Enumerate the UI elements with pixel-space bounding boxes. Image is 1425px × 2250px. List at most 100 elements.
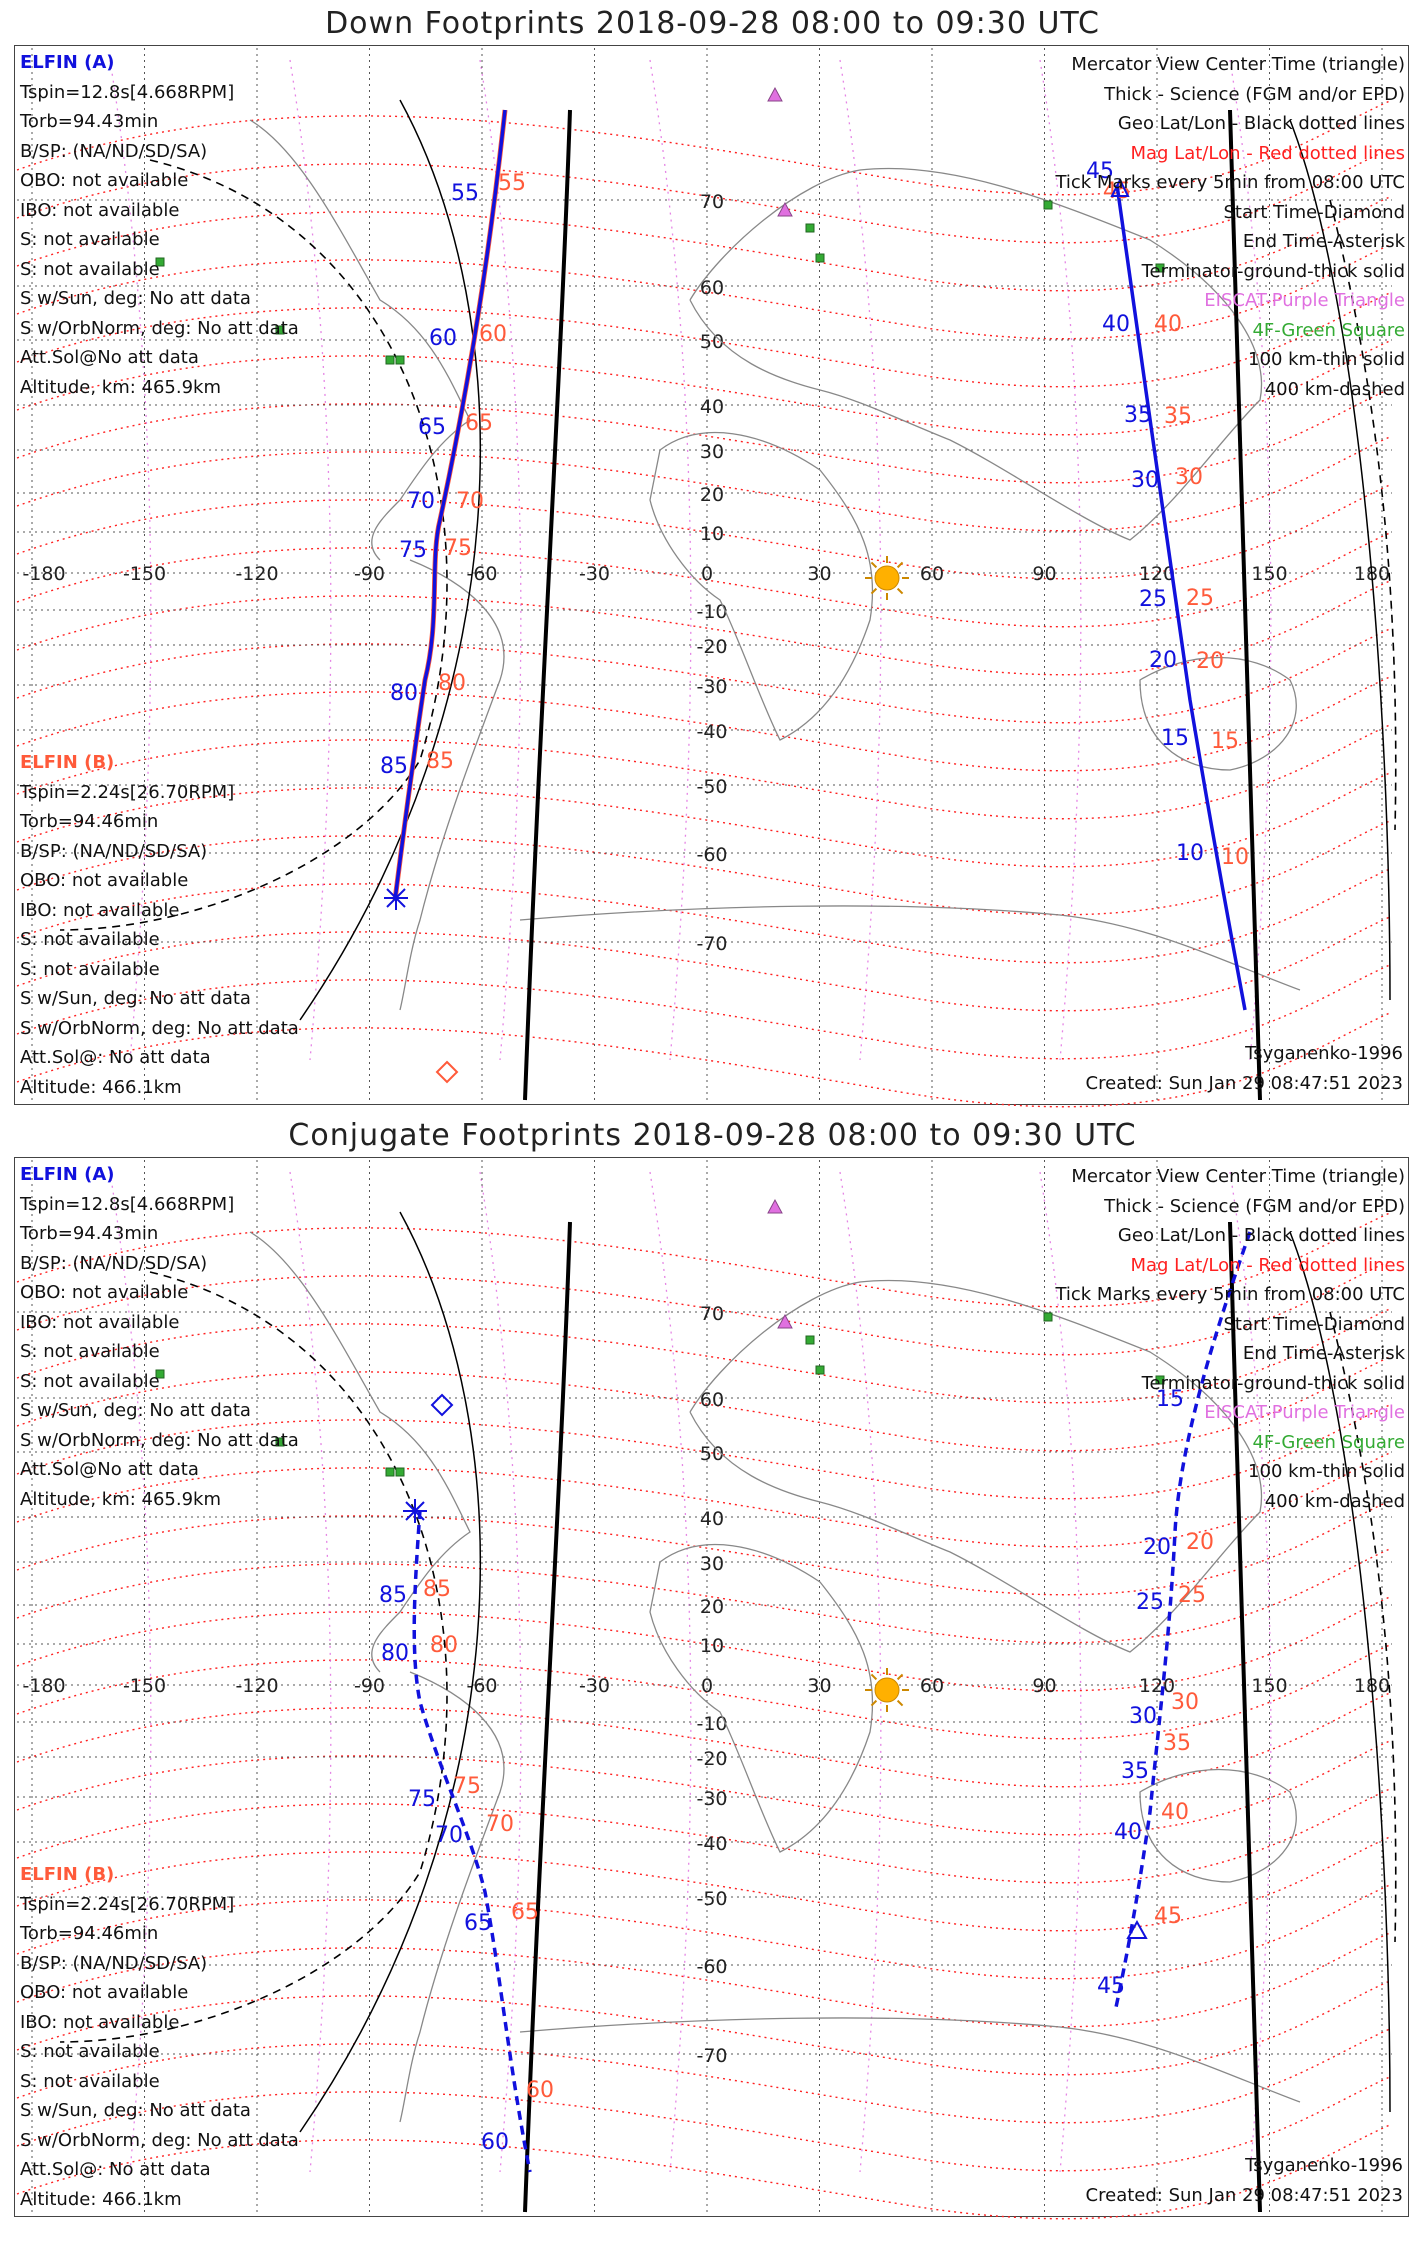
conj-map-layer: -180 -150 -120 -90 -60 -30 0 30 60 90 120 150 180706… — [16, 1160, 1397, 2220]
station-square-icon — [805, 1335, 815, 1345]
down-terminator-line — [523, 109, 572, 1101]
conj-coastline — [689, 1279, 1263, 1653]
down-coastline — [399, 559, 505, 1011]
asterisk-stroke — [386, 888, 406, 908]
conj-terminator-line — [1228, 1221, 1262, 2213]
elfin-a-tick-label: 70 — [407, 489, 435, 514]
conj-elfin-b-info-block: ELFIN (B) Tspin=2.24s[26.70RPM] Torb=94.… — [20, 1860, 299, 2214]
conj-legend-400km: 400 km-dashed — [1264, 1490, 1405, 1512]
down-lat-tick-label: -30 — [696, 676, 727, 698]
conj-elfin-a-tick-label: 30 — [1129, 1704, 1157, 1729]
down-lon-tick-label: 30 — [807, 563, 831, 585]
down-lat-tick-label: 40 — [700, 396, 724, 418]
down-lat-tick-label: -40 — [696, 721, 727, 743]
conj-lon-tick-label: 90 — [1032, 1675, 1056, 1697]
down-lat-tick-label: 70 — [700, 191, 724, 213]
conj-map-frame — [14, 1157, 1409, 2217]
conj-lat-tick-label: -60 — [696, 1956, 727, 1978]
conj-legend-start-time: Start Time-Diamond — [1223, 1313, 1405, 1335]
station-square-icon — [385, 355, 395, 365]
legend-thick-science: Thick - Science (FGM and/or EPD) — [1104, 83, 1405, 105]
down-footer-created: Created: Sun Jan 29 08:47:51 2023 — [1085, 1073, 1403, 1094]
start-diamond-icon — [435, 1060, 459, 1084]
elfin-a-torb: Torb=94.43min — [20, 111, 159, 132]
sun-icon — [865, 556, 909, 600]
conj-mag-lon-line — [649, 1171, 692, 2173]
conj-geo-grid — [17, 1160, 1392, 2214]
down-lon-tick-label: 90 — [1032, 563, 1056, 585]
station-square-icon — [385, 1467, 395, 1477]
station-square-icon — [1043, 1312, 1053, 1322]
conj-elfin-a-ibo: IBO: not available — [20, 1311, 180, 1333]
elfin-a-tick-label: 85 — [380, 754, 408, 779]
down-lon-tick-label: -30 — [579, 563, 610, 585]
conj-lon-tick-label: -180 — [22, 1675, 65, 1697]
conj-legend-terminator: Terminator-ground-thick solid — [1141, 1372, 1405, 1394]
elfin-b-sorb: S w/OrbNorm, deg: No att data — [20, 1017, 299, 1039]
conj-lon-tick-label: -150 — [123, 1675, 166, 1697]
elfin-b-tick-label: 40 — [1154, 312, 1182, 337]
elfin-a-s2: S: not available — [20, 258, 160, 280]
station-square-icon — [1043, 200, 1053, 210]
conj-elfin-a-ssun: S w/Sun, deg: No att data — [20, 1400, 251, 1421]
station-square-icon — [275, 325, 285, 335]
elfin-b-tick-label: 35 — [1164, 404, 1192, 429]
down-map-canvas: -180 -150 -120 -90 -60 -30 0 30 60 90 120 150 180706… — [16, 48, 1397, 1108]
conj-elfin-a-info-block: ELFIN (A) Tspin=12.8s[4.668RPM] Torb=94.… — [20, 1160, 299, 1514]
legend-mag-grid: Mag Lat/Lon - Red dotted lines — [1130, 142, 1405, 164]
conj-lon-tick-label: 0 — [701, 1675, 713, 1697]
sun-disc — [874, 565, 900, 591]
conj-elfin-a-tick-label: 20 — [1143, 1535, 1171, 1560]
down-mag-lon-line — [649, 59, 692, 1061]
down-coastline — [689, 167, 1263, 541]
down-panel-title: Down Footprints 2018-09-28 08:00 to 09:3… — [325, 6, 1100, 41]
conj-coastline — [249, 1231, 471, 1673]
conj-elfin-b-attsol: Att.Sol@: No att data — [20, 2159, 211, 2180]
sun-ray — [870, 587, 878, 595]
down-mag-lon-line — [1039, 59, 1082, 1061]
sun-ray — [896, 1673, 904, 1681]
down-footprints-panel: Down Footprints 2018-09-28 08:00 to 09:3… — [14, 6, 1409, 1108]
conj-legend-100km: 100 km-thin solid — [1248, 1461, 1405, 1482]
conj-lat-tick-label: -50 — [696, 1888, 727, 1910]
elfin-a-s1: S: not available — [20, 229, 160, 250]
elfin-a-track — [393, 109, 507, 901]
down-mag-lon-line — [289, 59, 332, 1061]
conjugate-footprints-panel: Conjugate Footprints 2018-09-28 08:00 to… — [0, 1112, 1425, 2237]
down-lon-tick-label: 60 — [920, 563, 944, 585]
conj-legend-end-time: End Time-Asterisk — [1242, 1343, 1405, 1364]
down-lat-tick-label: 50 — [700, 331, 724, 353]
elfin-b-altitude: Altitude: 466.1km — [20, 1076, 182, 1098]
elfin-a-tick-label: 65 — [418, 415, 446, 440]
down-coastline — [519, 905, 1301, 991]
elfin-a-sorb: S w/OrbNorm, deg: No att data — [20, 317, 299, 339]
conj-legend: Mercator View Center Time (triangle) Thi… — [1055, 1162, 1405, 1516]
conj-lon-tick-label: -30 — [579, 1675, 610, 1697]
elfin-a-name: ELFIN (A) — [20, 52, 115, 73]
down-map-frame — [14, 45, 1409, 1105]
conj-elfin-a-tick-label: 65 — [464, 1911, 492, 1936]
sun-ray — [870, 1699, 878, 1707]
conj-lon-tick-label: -90 — [354, 1675, 385, 1697]
conj-elfin-b-tick-label: 30 — [1171, 1690, 1199, 1715]
conj-lat-tick-label: -30 — [696, 1788, 727, 1810]
down-lon-tick-label: -90 — [354, 563, 385, 585]
conj-elfin-a-track-east — [1113, 1231, 1252, 2013]
elfin-a-tick-label: 45 — [1086, 159, 1114, 184]
elfin-b-attsol: Att.Sol@: No att data — [20, 1047, 211, 1068]
sun-ray — [870, 561, 878, 569]
conj-elfin-b-tick-label: 65 — [511, 1900, 539, 1925]
conj-elfin-b-sorb: S w/OrbNorm, deg: No att data — [20, 2129, 299, 2151]
conj-elfin-a-tick-label: 40 — [1114, 1820, 1142, 1845]
conj-elfin-b-tick-label: 45 — [1154, 1904, 1182, 1929]
station-square-icon — [155, 1369, 165, 1379]
down-geo-grid — [17, 48, 1392, 1102]
elfin-a-tick-label: 20 — [1149, 648, 1177, 673]
down-lat-tick-label: 20 — [700, 484, 724, 506]
down-lat-tick-label: 60 — [700, 277, 724, 299]
elfin-a-attsol: Att.Sol@No att data — [20, 347, 199, 368]
legend-terminator: Terminator-ground-thick solid — [1141, 260, 1405, 282]
conj-elfin-b-tick-label: 70 — [486, 1812, 514, 1837]
down-400km-circle — [1329, 199, 1397, 831]
elfin-a-altitude: Altitude, km: 465.9km — [20, 376, 222, 398]
